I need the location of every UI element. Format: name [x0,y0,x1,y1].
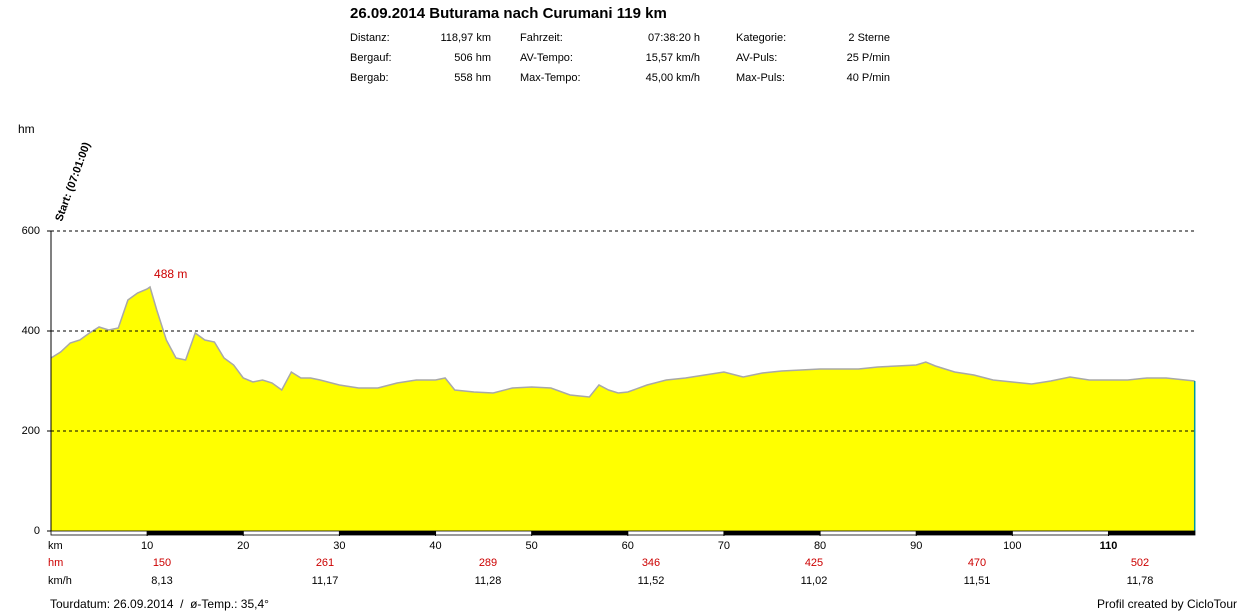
x-axis-segment [339,531,436,535]
hm-value: 470 [968,557,986,569]
x-tick-label: 40 [429,540,441,552]
stat-value: 15,57 km/h [646,52,700,64]
kmh-row-label: km/h [48,575,72,587]
stat-value: 118,97 km [440,32,491,44]
stat-label: AV-Tempo: [520,52,573,64]
x-axis-segment [531,531,628,535]
y-tick-label: 400 [22,325,40,337]
kmh-value: 11,28 [475,575,502,587]
hm-value: 502 [1131,557,1149,569]
x-tick-label: 110 [1100,540,1118,552]
elevation-line [50,285,1195,398]
y-tick-label: 600 [22,225,40,237]
x-tick-label: 60 [622,540,634,552]
x-tick-label: 80 [814,540,826,552]
footer-left: Tourdatum: 26.09.2014 / ø-Temp.: 35,4° [50,597,269,611]
stat-label: Fahrzeit: [520,32,563,44]
footer-right: Profil created by CicloTour [1097,597,1237,611]
title: 26.09.2014 Buturama nach Curumani 119 km [350,5,667,22]
x-tick-label: 50 [526,540,538,552]
x-axis-label: km [48,540,63,552]
hm-value: 261 [316,557,334,569]
x-tick-label: 100 [1003,540,1021,552]
x-tick-label: 70 [718,540,730,552]
y-axis-label: hm [18,122,35,136]
stat-value: 558 hm [454,72,491,84]
x-axis-segment [1108,531,1195,535]
start-label: Start: (07:01:00) [53,140,93,223]
stat-label: Max-Puls: [736,72,785,84]
max-label: 488 m [154,267,187,281]
stat-value: 07:38:20 h [648,32,700,44]
hm-value: 150 [153,557,171,569]
stat-value: 45,00 km/h [646,72,700,84]
hm-row-label: hm [48,557,63,569]
kmh-value: 11,78 [1127,575,1154,587]
kmh-value: 8,13 [151,575,172,587]
x-axis-segment [723,531,821,535]
stat-label: Bergab: [350,72,389,84]
stat-value: 40 P/min [847,72,890,84]
kmh-value: 11,52 [638,575,665,587]
x-tick-label: 20 [237,540,249,552]
x-tick-label: 30 [333,540,345,552]
stat-value: 506 hm [454,52,491,64]
y-tick-label: 200 [22,425,40,437]
kmh-value: 11,02 [801,575,828,587]
kmh-value: 11,51 [964,575,991,587]
stat-value: 2 Sterne [848,32,890,44]
y-tick-label: 0 [34,525,40,537]
stat-label: AV-Puls: [736,52,777,64]
stat-value: 25 P/min [847,52,890,64]
stat-label: Bergauf: [350,52,392,64]
hm-value: 289 [479,557,497,569]
stat-label: Kategorie: [736,32,786,44]
stat-label: Max-Tempo: [520,72,581,84]
hm-value: 346 [642,557,660,569]
x-axis-segment [916,531,1013,535]
x-tick-label: 90 [910,540,922,552]
area-fill [51,287,1195,531]
kmh-value: 11,17 [312,575,339,587]
x-axis-segment [147,531,244,535]
hm-value: 425 [805,557,823,569]
x-tick-label: 10 [141,540,153,552]
stat-label: Distanz: [350,32,390,44]
